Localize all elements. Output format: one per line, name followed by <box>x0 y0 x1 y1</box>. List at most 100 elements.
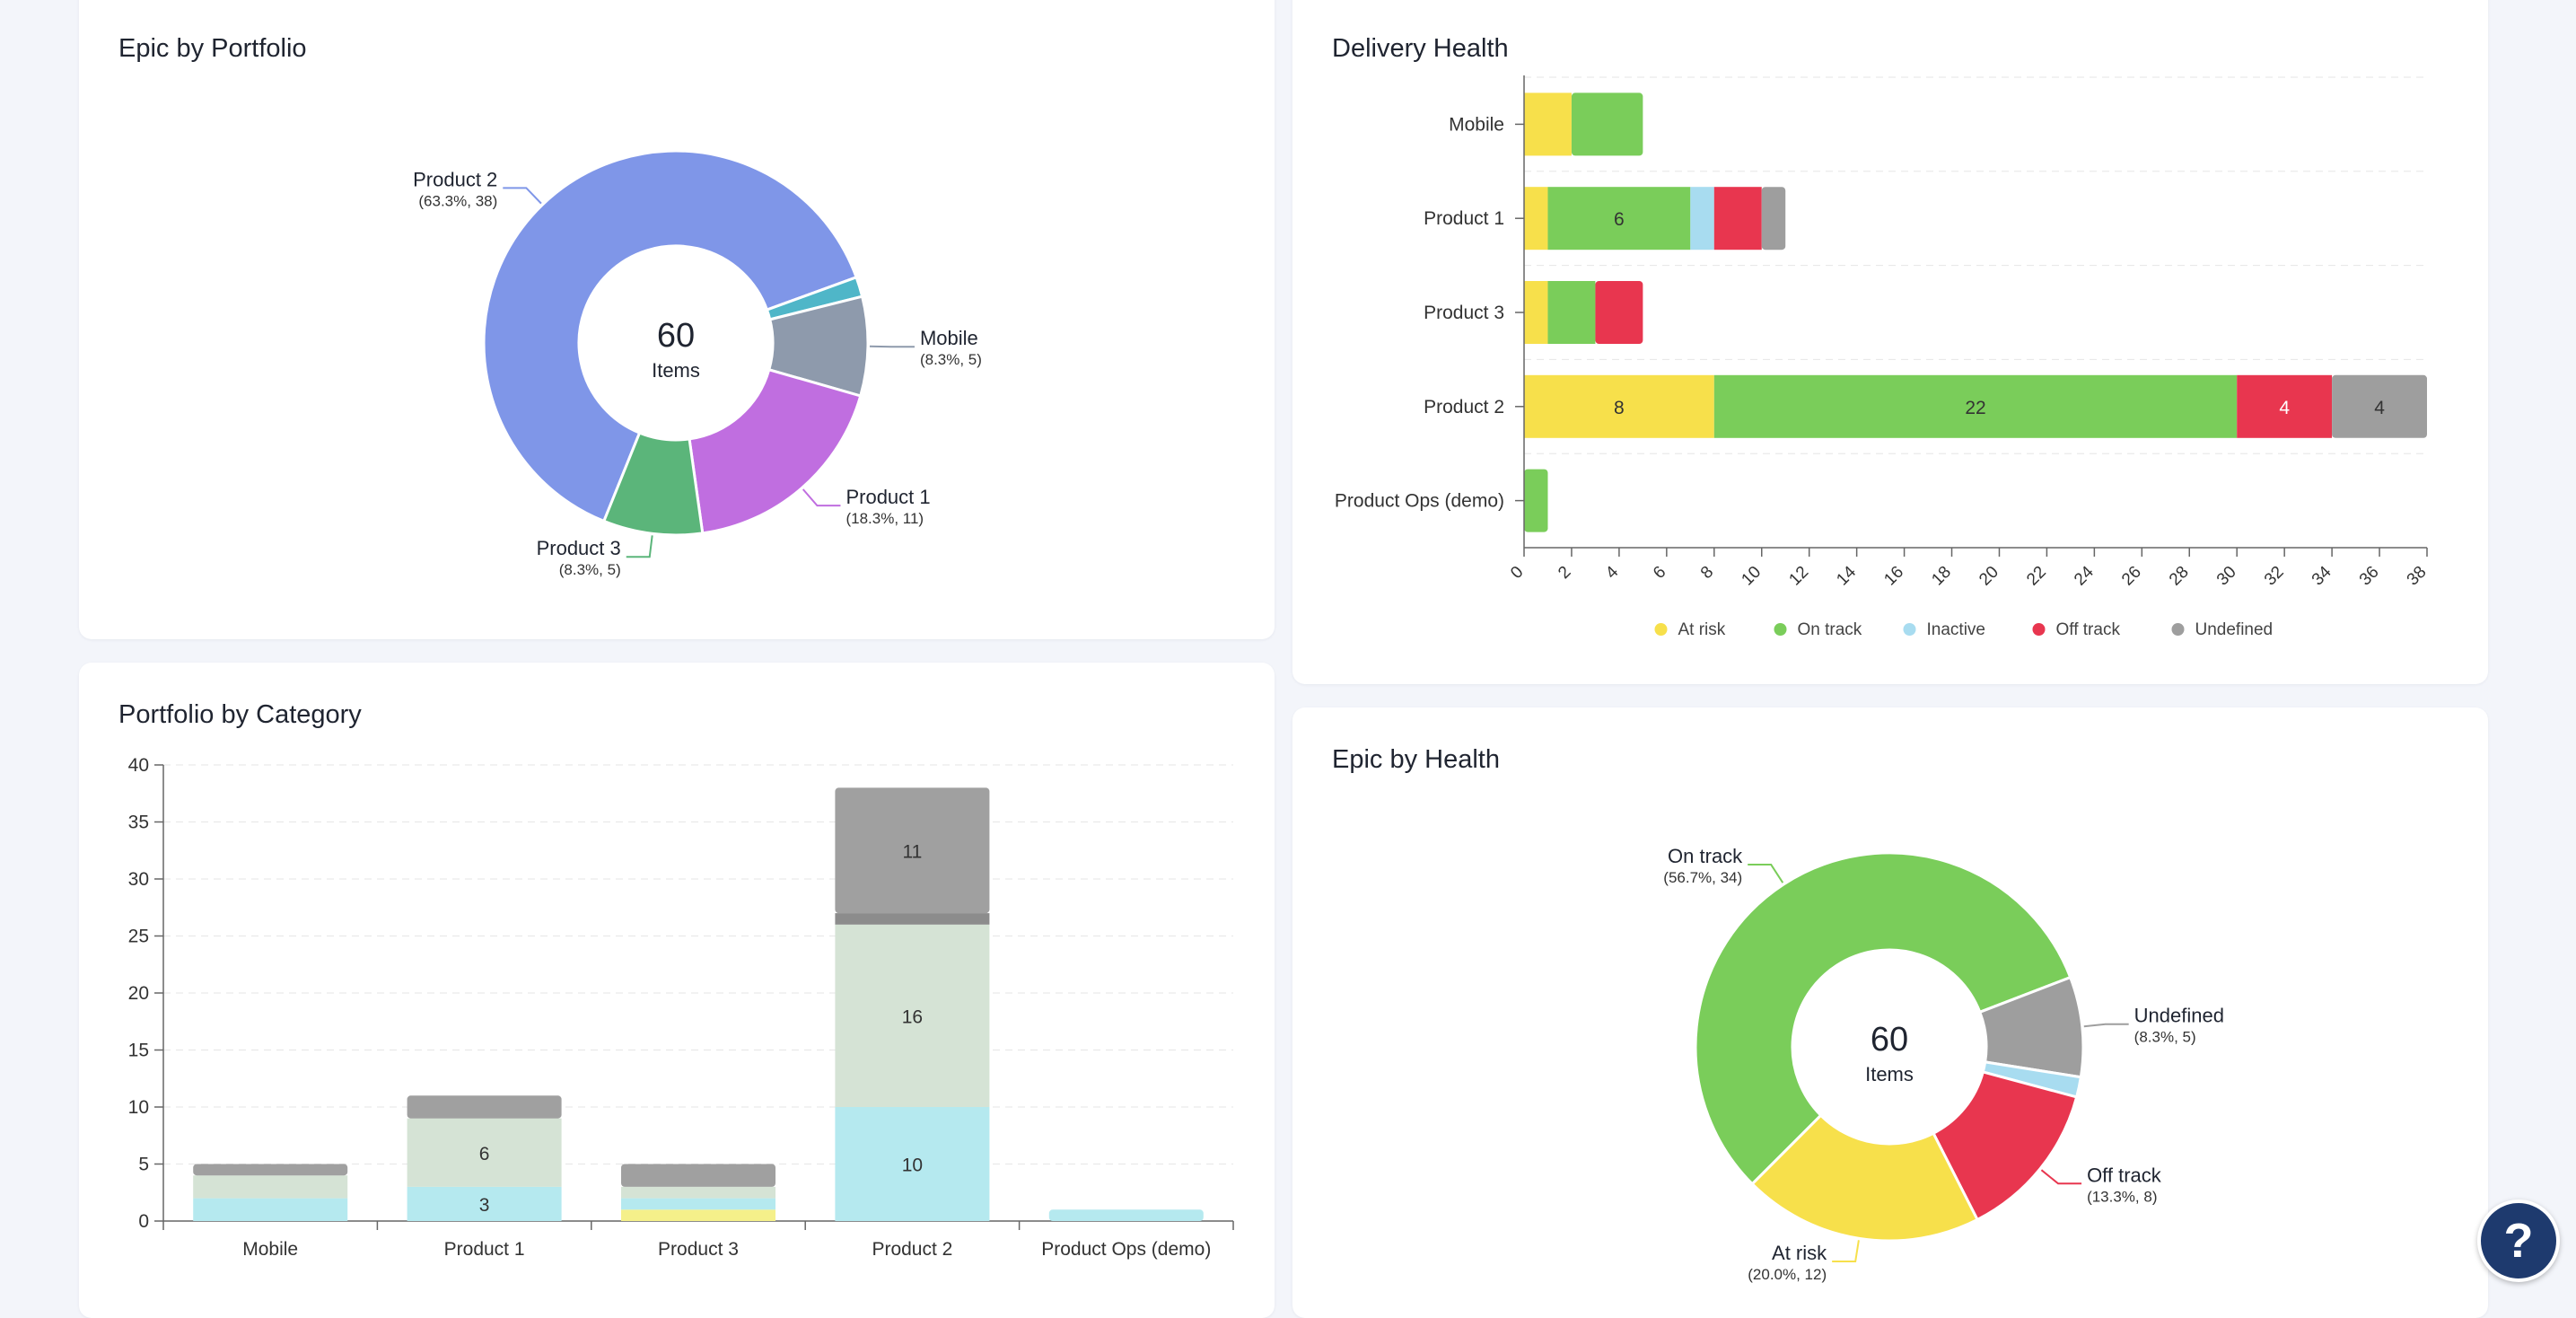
y-tick-label: 5 <box>138 1155 149 1175</box>
bar-segment-inactive <box>1690 187 1713 250</box>
y-tick-label: Product Ops (demo) <box>1335 491 1504 512</box>
pie-label-undefined: Undefined <box>2134 1005 2224 1027</box>
pie-label-leader <box>1832 1240 1859 1261</box>
x-tick-label: 6 <box>1650 563 1669 583</box>
pie-label-leader <box>2041 1170 2081 1183</box>
bar-segment-at-risk <box>1524 92 1572 155</box>
y-tick-label: 25 <box>128 927 149 947</box>
y-tick-label: 40 <box>128 755 149 776</box>
x-tick-label: Product 3 <box>658 1239 739 1260</box>
bar-segment-gray <box>407 1095 562 1118</box>
pie-slice-product-1 <box>689 370 861 533</box>
bar-segment-light-green <box>193 1175 347 1198</box>
x-tick-label: 26 <box>2118 563 2145 590</box>
pie-label-leader <box>503 188 541 203</box>
x-tick-label: Product 2 <box>872 1239 952 1260</box>
help-button[interactable]: ? <box>2477 1199 2560 1282</box>
pie-label-detail: (18.3%, 11) <box>846 510 924 527</box>
bar-data-label: 22 <box>1965 398 1985 418</box>
x-tick-label: 16 <box>1880 563 1907 590</box>
x-tick-label: 8 <box>1697 563 1717 583</box>
donut-center-value: 60 <box>1871 1021 1908 1059</box>
pie-label-detail: (8.3%, 5) <box>559 561 621 578</box>
pie-label-leader <box>803 489 841 505</box>
legend-label-off-track: Off track <box>2056 620 2121 639</box>
donut-center-label: Items <box>1865 1063 1914 1085</box>
x-tick-label: 34 <box>2309 562 2335 589</box>
x-tick-label: 30 <box>2213 563 2240 590</box>
bar-data-label: 8 <box>1614 398 1625 418</box>
y-tick-label: 10 <box>128 1097 149 1118</box>
bar-data-label: 4 <box>2374 398 2385 418</box>
bar-segment-undefined <box>1762 187 1785 250</box>
pie-label-mobile: Mobile <box>920 327 978 349</box>
bar-data-label: 16 <box>902 1006 923 1027</box>
x-tick-label: 0 <box>1507 563 1527 583</box>
bar-data-label: 10 <box>902 1155 923 1176</box>
pie-label-leader <box>626 535 653 557</box>
pie-label-leader <box>1748 865 1783 883</box>
x-tick-label: 4 <box>1602 562 1623 583</box>
x-tick-label: 20 <box>1976 563 2002 590</box>
bar-segment-gray <box>621 1164 775 1187</box>
pie-label-product-3: Product 3 <box>537 537 621 559</box>
legend-marker-at-risk <box>1655 623 1668 636</box>
y-tick-label: 0 <box>138 1211 149 1232</box>
pie-label-detail: (20.0%, 12) <box>1748 1266 1827 1283</box>
epic-by-health-chart: On track(56.7%, 34)Undefined(8.3%, 5)Off… <box>1292 707 2488 1318</box>
x-tick-label: 12 <box>1785 563 1812 590</box>
y-tick-label: Product 3 <box>1424 303 1504 323</box>
x-tick-label: 18 <box>1928 563 1955 590</box>
y-tick-label: Product 2 <box>1424 397 1504 417</box>
legend-marker-off-track <box>2033 623 2046 636</box>
donut-center-value: 60 <box>657 317 695 355</box>
bar-segment-on-track <box>1524 470 1547 532</box>
x-tick-label: 24 <box>2071 562 2098 589</box>
x-tick-label: Product 1 <box>444 1239 525 1260</box>
epic-by-portfolio-chart: Product 2(63.3%, 38)Mobile(8.3%, 5)Produ… <box>79 0 1275 639</box>
bar-segment-cyan <box>621 1199 775 1210</box>
epic-by-health-card: Epic by Health On track(56.7%, 34)Undefi… <box>1292 707 2488 1318</box>
x-tick-label: 38 <box>2404 563 2431 590</box>
x-tick-label: 32 <box>2261 563 2288 590</box>
pie-label-detail: (56.7%, 34) <box>1663 869 1742 886</box>
y-tick-label: Mobile <box>1449 114 1504 135</box>
y-tick-label: Product 1 <box>1424 208 1504 229</box>
bar-segment-at-risk <box>1524 281 1547 344</box>
pie-label-detail: (13.3%, 8) <box>2087 1188 2157 1205</box>
bar-segment-dark-gray <box>835 913 989 925</box>
x-tick-label: 28 <box>2166 563 2193 590</box>
legend-marker-undefined <box>2172 623 2185 636</box>
x-tick-label: 10 <box>1738 563 1765 590</box>
pie-label-leader <box>2084 1024 2129 1027</box>
bar-segment-yellow <box>621 1209 775 1221</box>
pie-label-at-risk: At risk <box>1772 1242 1827 1264</box>
pie-label-product-1: Product 1 <box>846 486 930 508</box>
x-tick-label: 36 <box>2356 563 2383 590</box>
bar-data-label: 11 <box>902 841 922 862</box>
legend-label-undefined: Undefined <box>2195 620 2274 639</box>
pie-label-off-track: Off track <box>2087 1164 2162 1186</box>
y-tick-label: 35 <box>128 813 149 833</box>
bar-segment-off-track <box>1714 187 1762 250</box>
x-tick-label: 14 <box>1833 562 1860 589</box>
bar-data-label: 3 <box>479 1195 490 1216</box>
x-tick-label: 2 <box>1555 563 1574 583</box>
bar-segment-on-track <box>1547 281 1595 344</box>
bar-segment-gray <box>193 1164 347 1176</box>
bar-segment-on-track <box>1572 92 1643 155</box>
legend-label-at-risk: At risk <box>1678 620 1726 639</box>
legend-label-on-track: On track <box>1798 620 1862 639</box>
bar-data-label: 6 <box>1614 209 1625 230</box>
legend-label-inactive: Inactive <box>1927 620 1985 639</box>
donut-center-label: Items <box>652 359 700 382</box>
pie-label-detail: (8.3%, 5) <box>2134 1029 2196 1046</box>
bar-data-label: 6 <box>479 1144 490 1164</box>
y-tick-label: 15 <box>128 1041 149 1061</box>
bar-segment-off-track <box>1595 281 1643 344</box>
epic-by-portfolio-card: Epic by Portfolio Product 2(63.3%, 38)Mo… <box>79 0 1275 639</box>
